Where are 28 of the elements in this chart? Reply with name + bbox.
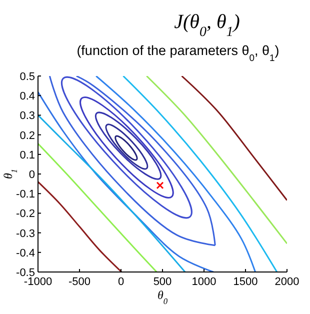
- line-series: [38, 181, 122, 272]
- line-series: [38, 114, 186, 272]
- x-tick-label: -1000: [24, 276, 52, 288]
- y-tick-label: -0.2: [16, 208, 35, 220]
- x-tick-label: 1000: [192, 276, 216, 288]
- y-tick-label: -0.1: [16, 188, 35, 201]
- y-tick-label: 0.2: [20, 130, 35, 142]
- x-tick-label: 1500: [233, 276, 258, 288]
- y-tick-label: 0.1: [20, 149, 35, 162]
- x-tick-label: 500: [153, 276, 172, 288]
- line-series: [122, 76, 278, 272]
- x-tick-label: 0: [118, 276, 124, 288]
- x-tick-label: 2000: [274, 276, 300, 288]
- y-tick-label: 0: [28, 169, 35, 181]
- chart-subtitle: (function of the parameters θ$_{0}$, θ$_{1}$): [76, 43, 280, 64]
- x-tick-label: -500: [68, 276, 91, 288]
- y-tick-label: -0.4: [16, 247, 35, 260]
- line-series: [38, 91, 214, 272]
- y-tick-label: -0.3: [16, 228, 35, 240]
- y-tick-label: 0.3: [20, 110, 35, 122]
- y-tick-label: 0.4: [20, 90, 35, 103]
- chart-title: J(θ$_{0}$, θ$_{1}$): [174, 11, 240, 40]
- line-series: [38, 142, 158, 272]
- x-axis-title: θ$_{0}$: [157, 288, 168, 306]
- line-series: [181, 76, 287, 202]
- line-series: [146, 76, 287, 244]
- line-series: [95, 76, 256, 272]
- y-tick-label: 0.5: [20, 71, 35, 83]
